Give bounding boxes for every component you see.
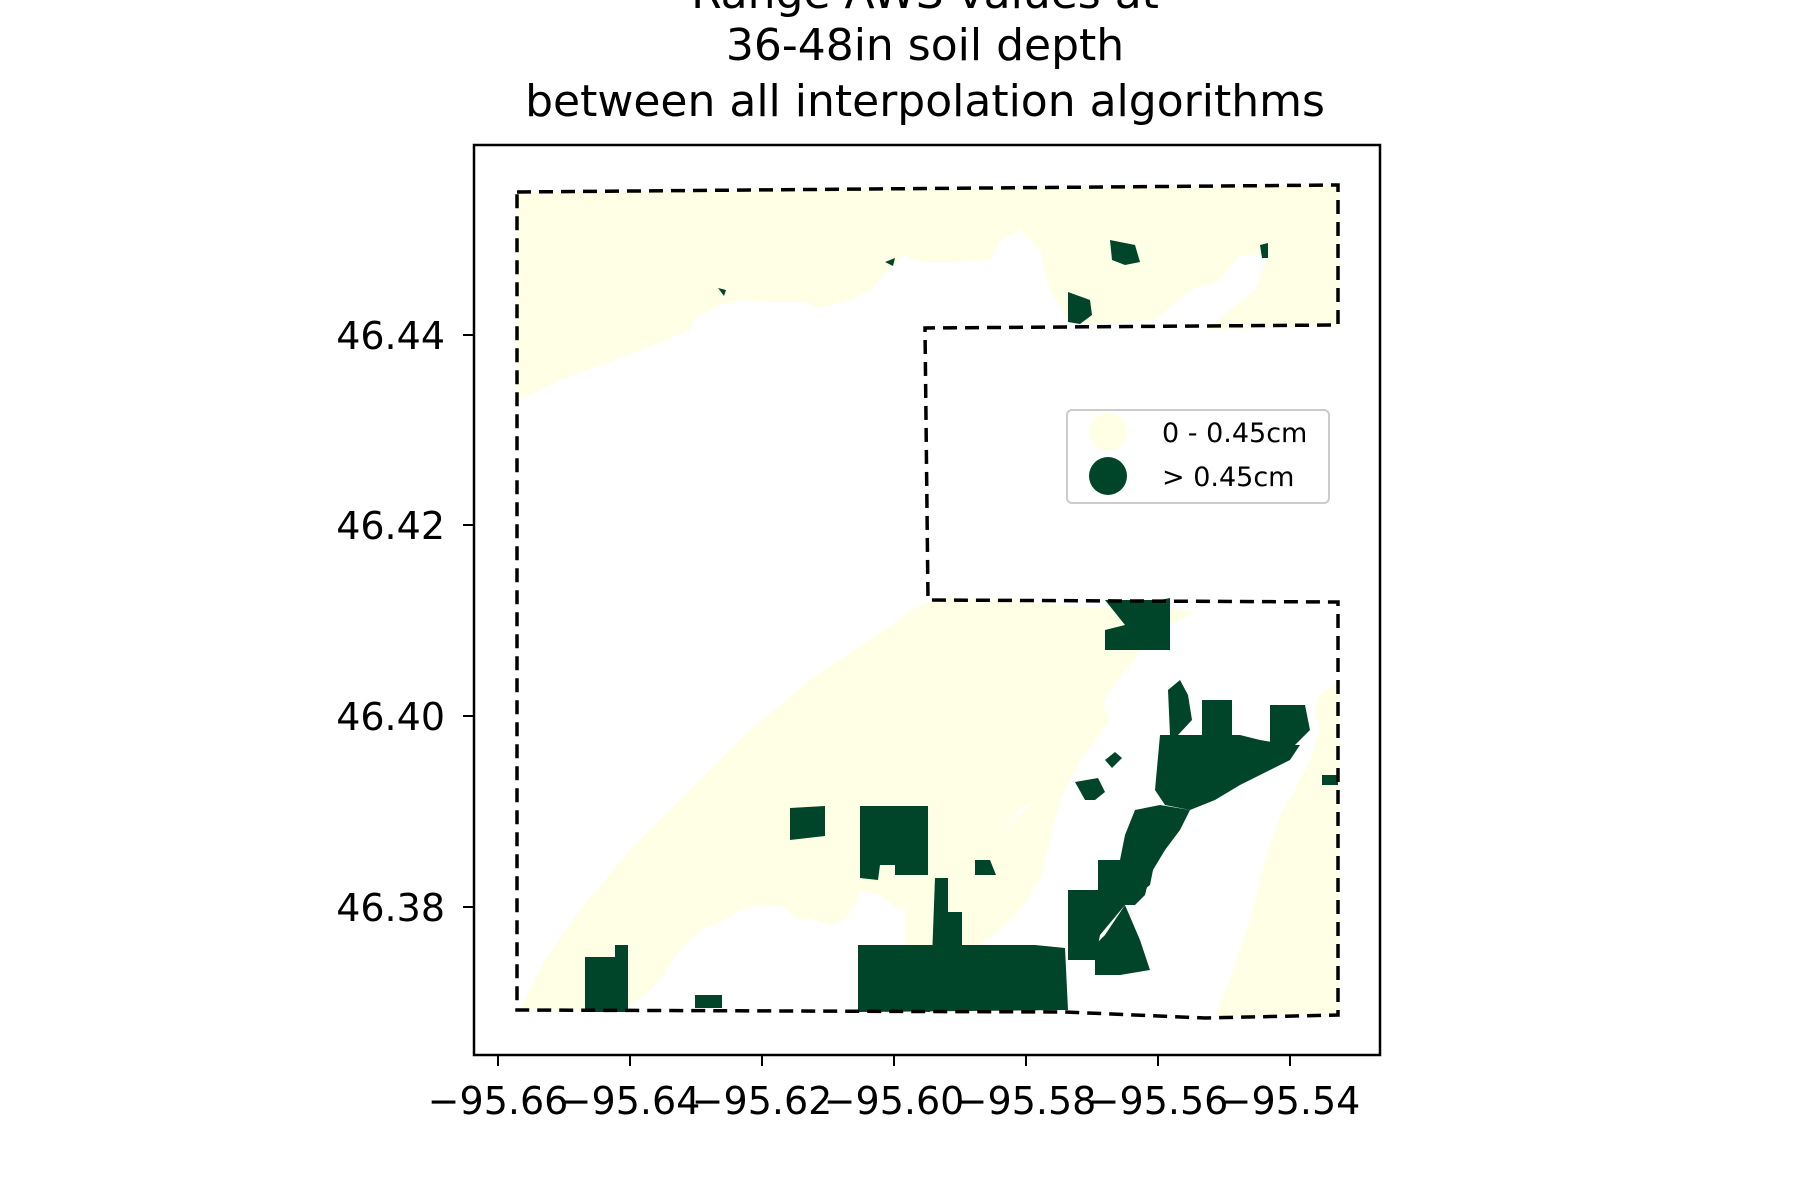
legend-box [1066,409,1330,504]
high-aws-parcel [1110,240,1140,265]
high-aws-parcel [1125,805,1190,905]
high-aws-parcel [858,945,1068,1012]
x-tick-label: −95.60 [824,1079,965,1123]
low-aws-area-north [517,185,1340,400]
legend-label-high: > 0.45cm [1162,462,1294,493]
high-aws-polygons [585,240,1338,1012]
y-axis: 46.38 46.40 46.42 46.44 [336,314,474,930]
high-aws-parcel [1168,680,1192,735]
low-aws-area-interior [905,690,1110,985]
title-line-1: Range AWS values at [691,0,1159,19]
high-aws-parcel [1155,735,1300,810]
low-aws-area-southeast [1215,680,1340,1015]
x-tick-label: −95.56 [1088,1079,1229,1123]
legend: 0 - 0.45cm > 0.45cm [1066,409,1330,504]
high-aws-parcel [975,860,996,875]
high-aws-parcel [1095,905,1150,975]
title-line-2: 36-48in soil depth [726,20,1124,71]
legend-label-low: 0 - 0.45cm [1162,418,1307,449]
legend-swatch-low [1089,413,1127,451]
x-tick-label: −95.66 [428,1079,569,1123]
high-aws-parcel [1105,752,1122,768]
x-axis: −95.66 −95.64 −95.62 −95.60 −95.58 −95.5… [428,1055,1361,1123]
y-tick-label: 46.42 [336,504,445,548]
legend-swatch-high [1089,457,1127,495]
high-aws-parcel [790,806,825,840]
high-aws-parcel [1068,292,1092,324]
high-aws-parcel [718,288,726,296]
low-aws-polygons [517,185,1340,1015]
high-aws-parcel [1068,805,1160,960]
high-aws-parcel [585,945,628,1012]
y-tick-label: 46.38 [336,886,445,930]
x-tick-label: −95.62 [692,1079,833,1123]
x-tick-label: −95.58 [956,1079,1097,1123]
x-tick-label: −95.64 [560,1079,701,1123]
low-aws-area-southwest [520,598,1195,1010]
title-line-3: between all interpolation algorithms [525,76,1325,127]
map-title: Range AWS values at 36-48in soil depth b… [525,0,1325,127]
high-aws-parcel [1270,705,1310,745]
high-aws-parcel [1202,700,1232,738]
high-aws-parcel [885,258,895,266]
y-tick-label: 46.40 [336,695,445,739]
x-tick-label: −95.54 [1220,1079,1361,1123]
high-aws-parcel [695,995,722,1008]
high-aws-parcel [1322,775,1338,785]
y-tick-label: 46.44 [336,314,445,358]
high-aws-parcel [1075,778,1105,800]
study-area-boundary [515,183,1340,1020]
high-aws-parcel [860,806,928,880]
high-aws-parcel [1260,243,1268,258]
high-aws-parcel [1105,598,1170,650]
